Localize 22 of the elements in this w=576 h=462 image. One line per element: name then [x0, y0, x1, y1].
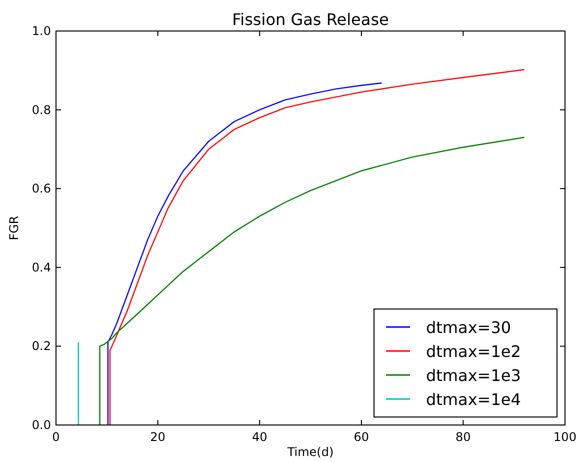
legend-label: dtmax=30 [426, 318, 512, 337]
legend-label: dtmax=1e2 [426, 342, 521, 361]
line-series [107, 82, 382, 425]
x-tick-label: 80 [456, 430, 471, 444]
y-axis-title: FGR [7, 216, 21, 240]
y-tick-label: 0.2 [32, 339, 51, 354]
line-series [109, 69, 525, 425]
y-tick-label: 0.0 [32, 418, 51, 432]
y-tick-label: 0.6 [32, 182, 51, 196]
x-tick-label: 20 [150, 430, 166, 444]
x-tick-label: 60 [354, 430, 370, 444]
chart-title: Fission Gas Release [232, 10, 389, 29]
x-axis-title: Time(d) [286, 445, 334, 459]
y-tick-label: 0.8 [32, 102, 51, 117]
x-tick-label: 100 [554, 430, 576, 444]
legend-label: dtmax=1e3 [426, 366, 521, 385]
x-tick-label: 40 [252, 430, 268, 444]
y-tick-label: 1.0 [32, 24, 51, 38]
line-series [99, 136, 525, 425]
legend-label: dtmax=1e4 [426, 390, 521, 409]
y-tick-label: 0.4 [32, 260, 51, 274]
x-tick-label: 0 [52, 430, 60, 444]
